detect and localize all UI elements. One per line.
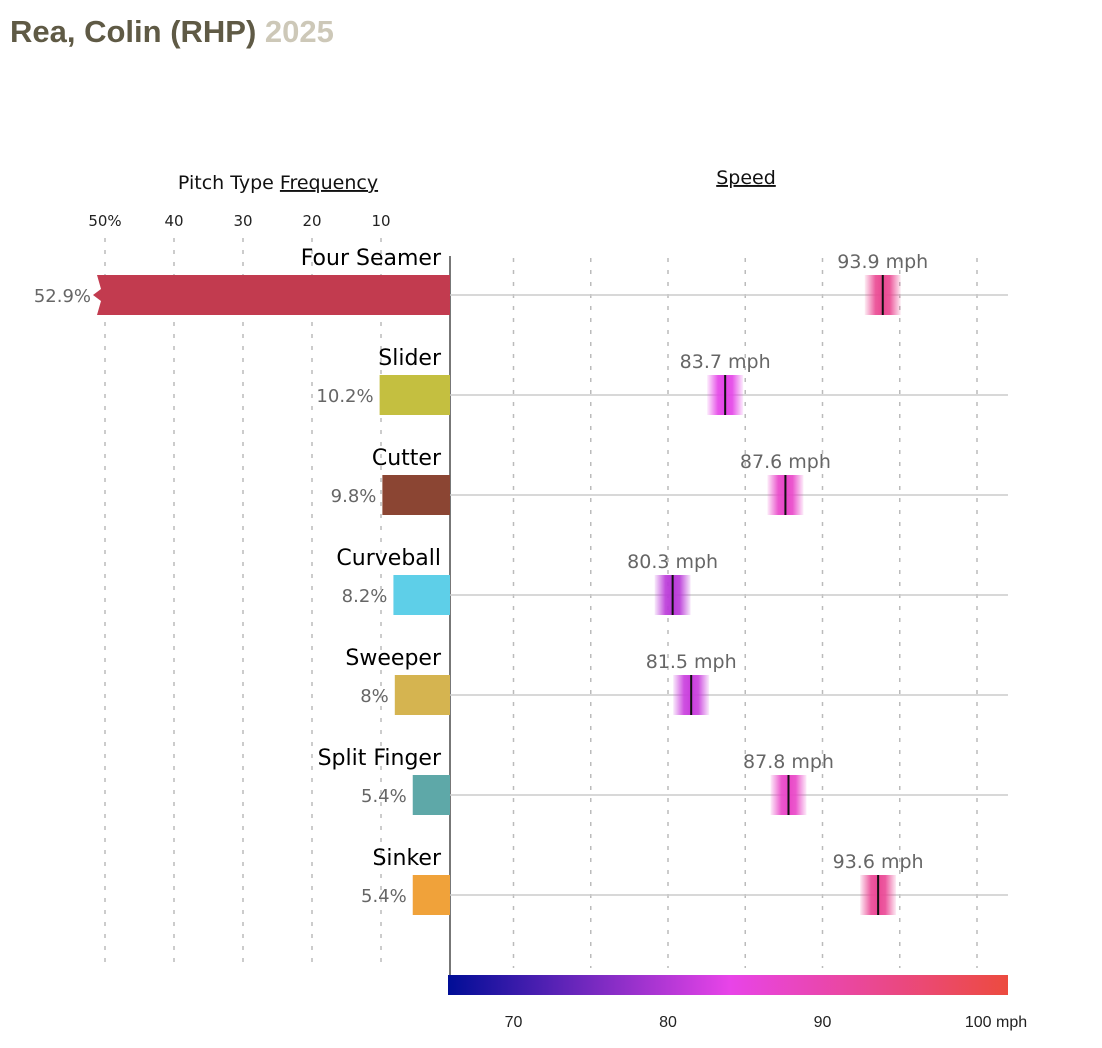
- frequency-bar: [382, 475, 450, 515]
- speed-colorbar: [448, 975, 1008, 995]
- page-title: Rea, Colin (RHP) 2025: [10, 14, 334, 50]
- frequency-value-label: 5.4%: [361, 786, 407, 807]
- speed-value-label: 87.6 mph: [740, 451, 831, 473]
- frequency-link[interactable]: Frequency: [280, 172, 378, 194]
- speed-tick-label: 90: [814, 1014, 832, 1031]
- speed-tick-label: 80: [659, 1014, 677, 1031]
- speed-value-label: 87.8 mph: [743, 751, 834, 773]
- speed-value-label: 93.9 mph: [837, 251, 928, 273]
- speed-value-label: 80.3 mph: [627, 551, 718, 573]
- speed-value-label: 93.6 mph: [833, 851, 924, 873]
- frequency-bar: [412, 875, 450, 915]
- frequency-title-prefix: Pitch Type: [178, 172, 280, 194]
- pitch-type-label: Sweeper: [345, 646, 442, 671]
- frequency-bar: [394, 675, 450, 715]
- frequency-tick-label: 10: [371, 212, 390, 230]
- pitch-type-label: Curveball: [336, 546, 441, 571]
- pitch-type-label: Four Seamer: [301, 246, 442, 271]
- frequency-value-label: 9.8%: [331, 486, 377, 507]
- frequency-tick-label: 20: [302, 212, 321, 230]
- speed-tick-label: 100 mph: [965, 1014, 1027, 1031]
- speed-value-label: 83.7 mph: [680, 351, 771, 373]
- frequency-title: Pitch Type Frequency: [178, 172, 378, 194]
- frequency-bar: [379, 375, 450, 415]
- speed-value-label: 81.5 mph: [646, 651, 737, 673]
- season-year: 2025: [264, 14, 334, 49]
- pitch-type-label: Split Finger: [318, 746, 442, 771]
- pitch-type-label: Sinker: [372, 846, 442, 871]
- frequency-tick-label: 50%: [88, 212, 121, 230]
- frequency-bar: [393, 575, 450, 615]
- pitch-type-label: Cutter: [372, 446, 442, 471]
- frequency-value-label: 8%: [360, 686, 389, 707]
- frequency-value-label: 52.9%: [34, 286, 91, 307]
- frequency-value-label: 10.2%: [316, 386, 373, 407]
- frequency-value-label: 8.2%: [342, 586, 388, 607]
- speed-link[interactable]: Speed: [716, 167, 776, 189]
- frequency-tick-label: 30: [233, 212, 252, 230]
- speed-tick-label: 70: [505, 1014, 523, 1031]
- pitch-type-label: Slider: [378, 346, 442, 371]
- frequency-value-label: 5.4%: [361, 886, 407, 907]
- player-name: Rea, Colin (RHP): [10, 14, 257, 49]
- frequency-tick-label: 40: [164, 212, 183, 230]
- frequency-bar: [412, 775, 450, 815]
- frequency-bar: [93, 275, 450, 315]
